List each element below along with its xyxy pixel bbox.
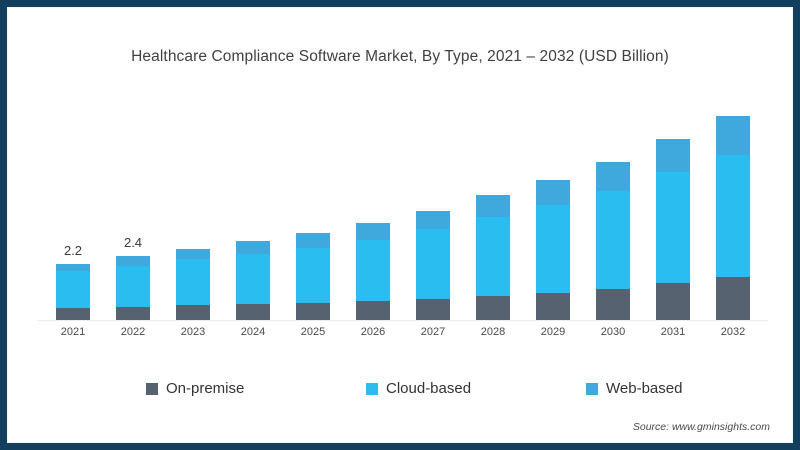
x-tick-2025: 2025 (300, 326, 326, 338)
bar-segment-on-premise[interactable] (716, 277, 750, 320)
stacked-bar[interactable] (296, 233, 330, 320)
x-tick-2028: 2028 (480, 326, 506, 338)
plot-area: 2.2 2.4 2021 2022 2023 2024 2025 2026 2027 2028 2… (8, 8, 792, 442)
chart-legend: On-premise Cloud-based Web-based (8, 380, 792, 404)
bar-group: 2.4 (116, 235, 150, 320)
bar-segment-on-premise[interactable] (356, 300, 390, 320)
bar-segment-cloud-based[interactable] (356, 239, 390, 301)
legend-label: On-premise (166, 380, 245, 397)
bar-group (236, 241, 270, 320)
bar-segment-on-premise[interactable] (536, 292, 570, 320)
x-tick-2021: 2021 (60, 326, 86, 338)
bar-segment-cloud-based[interactable] (416, 229, 450, 299)
bar-segment-on-premise[interactable] (116, 306, 150, 320)
stacked-bar[interactable] (56, 263, 90, 320)
bar-segment-cloud-based[interactable] (116, 265, 150, 307)
legend-item-on-premise[interactable]: On-premise (146, 380, 244, 397)
bar-segment-on-premise[interactable] (296, 302, 330, 320)
stacked-bar[interactable] (656, 139, 690, 320)
bar-value-label: 2.4 (123, 235, 143, 251)
bar-segment-web-based[interactable] (176, 248, 210, 260)
bar-segment-web-based[interactable] (416, 210, 450, 230)
bar-segment-web-based[interactable] (356, 223, 390, 240)
bar-segment-cloud-based[interactable] (536, 204, 570, 293)
chart-canvas: Healthcare Compliance Software Market, B… (8, 8, 792, 442)
x-tick-2027: 2027 (420, 326, 446, 338)
bar-segment-web-based[interactable] (656, 139, 690, 173)
x-tick-2029: 2029 (540, 326, 566, 338)
stacked-bar[interactable] (176, 248, 210, 320)
stacked-bar[interactable] (236, 241, 270, 320)
x-tick-2022: 2022 (120, 326, 146, 338)
stacked-bar[interactable] (416, 210, 450, 320)
bar-segment-on-premise[interactable] (236, 304, 270, 320)
bar-group (356, 223, 390, 320)
stacked-bar[interactable] (476, 195, 510, 320)
legend-label: Web-based (606, 380, 683, 397)
stacked-bar[interactable] (596, 162, 630, 320)
bar-segment-cloud-based[interactable] (656, 172, 690, 284)
bar-segment-web-based[interactable] (536, 179, 570, 205)
bar-group (176, 248, 210, 320)
x-tick-2032: 2032 (720, 326, 746, 338)
legend-swatch-icon (146, 382, 158, 395)
bar-segment-on-premise[interactable] (656, 283, 690, 320)
bar-group (416, 210, 450, 320)
x-tick-2026: 2026 (360, 326, 386, 338)
bar-segment-web-based[interactable] (116, 256, 150, 266)
bar-segment-web-based[interactable] (596, 162, 630, 191)
bar-segment-web-based[interactable] (236, 241, 270, 254)
bar-group (296, 233, 330, 320)
bar-segment-on-premise[interactable] (56, 307, 90, 320)
bar-segment-cloud-based[interactable] (296, 247, 330, 303)
bar-segment-cloud-based[interactable] (716, 155, 750, 278)
bar-value-label: 2.2 (63, 242, 83, 258)
x-tick-2031: 2031 (660, 326, 686, 338)
bar-group (656, 139, 690, 320)
bar-group: 2.2 (56, 243, 90, 320)
bar-segment-web-based[interactable] (56, 263, 90, 271)
bar-segment-cloud-based[interactable] (236, 253, 270, 305)
stacked-bar[interactable] (116, 256, 150, 320)
bar-segment-cloud-based[interactable] (596, 190, 630, 289)
x-tick-2024: 2024 (240, 326, 266, 338)
bar-group (596, 162, 630, 320)
bar-segment-web-based[interactable] (296, 233, 330, 248)
bar-segment-on-premise[interactable] (176, 305, 210, 320)
bar-group (476, 195, 510, 320)
legend-swatch-icon (366, 382, 378, 395)
source-attribution: Source: www.gminsights.com (632, 421, 770, 433)
bar-segment-on-premise[interactable] (416, 298, 450, 320)
bar-group (536, 179, 570, 320)
bar-segment-cloud-based[interactable] (476, 217, 510, 296)
bar-segment-cloud-based[interactable] (176, 259, 210, 306)
legend-item-cloud-based[interactable]: Cloud-based (366, 380, 471, 397)
legend-swatch-icon (586, 382, 598, 395)
x-tick-2023: 2023 (180, 326, 206, 338)
bar-segment-web-based[interactable] (476, 195, 510, 218)
chart-title: Healthcare Compliance Software Market, B… (131, 48, 669, 65)
x-axis-line (38, 320, 768, 321)
stacked-bar[interactable] (356, 223, 390, 320)
bar-segment-on-premise[interactable] (596, 288, 630, 320)
x-tick-2030: 2030 (600, 326, 626, 338)
bar-segment-on-premise[interactable] (476, 295, 510, 320)
bar-segment-cloud-based[interactable] (56, 270, 90, 308)
stacked-bar[interactable] (536, 179, 570, 320)
stacked-bar[interactable] (716, 116, 750, 320)
legend-label: Cloud-based (386, 380, 472, 397)
legend-item-web-based[interactable]: Web-based (586, 380, 682, 397)
bar-segment-web-based[interactable] (716, 116, 750, 155)
bar-group (716, 116, 750, 320)
